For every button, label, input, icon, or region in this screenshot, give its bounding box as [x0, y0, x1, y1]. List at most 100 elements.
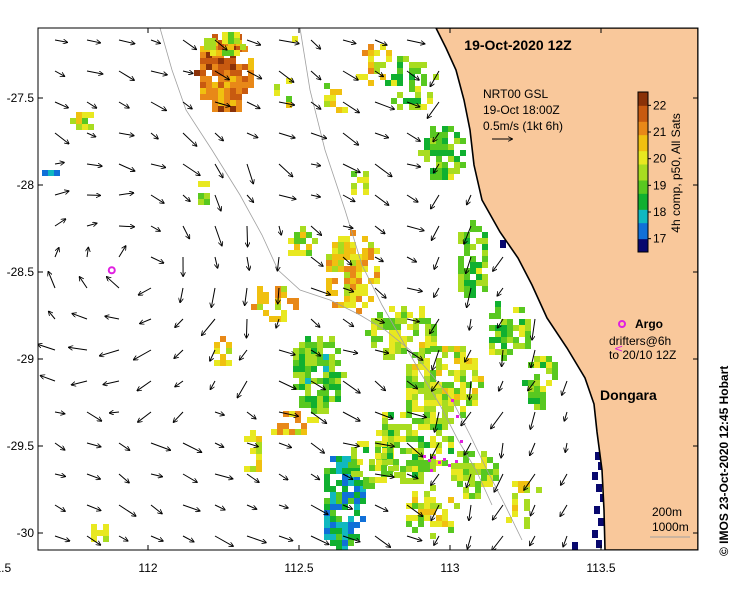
- sst-pixel: [463, 469, 469, 475]
- sst-pixel: [412, 478, 418, 484]
- sst-pixel: [424, 388, 430, 394]
- sst-pixel: [356, 260, 362, 266]
- sst-pixel: [226, 360, 232, 366]
- sst-pixel: [206, 58, 212, 64]
- sst-pixel: [425, 348, 431, 354]
- colorbar-segment: [638, 148, 648, 152]
- sst-pixel: [436, 394, 442, 400]
- sst-pixel: [412, 400, 418, 406]
- colorbar-segment: [638, 105, 648, 109]
- current-vector: [246, 70, 261, 79]
- sst-pixel: [466, 364, 472, 370]
- sst-pixel: [236, 70, 242, 76]
- sst-pixel: [351, 453, 357, 459]
- current-vector: [54, 40, 67, 42]
- current-vector: [406, 225, 424, 231]
- sst-pixel: [493, 469, 499, 475]
- sst-pixel: [224, 70, 230, 76]
- sst-pixel: [534, 374, 540, 380]
- sst-pixel: [368, 296, 374, 302]
- sst-pixel: [342, 522, 348, 528]
- current-vector: [406, 535, 422, 541]
- sst-pixel: [381, 477, 387, 483]
- sst-pixel: [482, 232, 488, 238]
- sst-pixel: [299, 360, 305, 366]
- sst-pixel: [418, 424, 424, 430]
- contour-200m: [299, 28, 493, 506]
- sst-pixel: [482, 280, 488, 286]
- current-vector: [278, 101, 294, 105]
- current-vector: [277, 256, 279, 271]
- current-vector: [278, 163, 292, 176]
- sst-pixel: [412, 527, 418, 533]
- sst-pixel: [507, 325, 513, 331]
- sst-pixel: [476, 274, 482, 280]
- sst-pixel: [311, 396, 317, 402]
- current-vector: [54, 504, 65, 511]
- current-vector: [182, 163, 200, 175]
- sst-pixel: [200, 64, 206, 70]
- sst-pixel: [412, 394, 418, 400]
- colorbar-segment: [638, 177, 648, 181]
- sst-pixel: [375, 477, 381, 483]
- sst-pixel: [424, 406, 430, 412]
- sst-pixel: [412, 388, 418, 394]
- sst-pixel: [524, 481, 530, 487]
- sst-pixel: [476, 268, 482, 274]
- sst-pixel: [481, 475, 487, 481]
- sst-pixel: [460, 346, 466, 352]
- sst-pixel: [275, 316, 281, 322]
- sst-pixel: [323, 360, 329, 366]
- current-vector: [118, 226, 134, 227]
- sst-pixel: [380, 62, 386, 68]
- sst-pixel: [230, 58, 236, 64]
- sst-pixel: [299, 396, 305, 402]
- sst-pixel: [401, 348, 407, 354]
- sst-pixel: [218, 76, 224, 82]
- current-vector: [246, 411, 256, 419]
- current-vector: [342, 194, 355, 201]
- current-vector: [342, 504, 352, 509]
- current-vector: [246, 132, 257, 138]
- sst-pixel: [525, 319, 531, 325]
- sst-pixel: [362, 50, 368, 56]
- sst-pixel: [397, 56, 403, 62]
- sst-pixel: [275, 286, 281, 292]
- sst-pixel: [299, 372, 305, 378]
- sst-pixel: [482, 262, 488, 268]
- sst-pixel: [495, 307, 501, 313]
- sst-pixel: [475, 493, 481, 499]
- sst-pixel: [351, 171, 357, 177]
- sst-pixel: [430, 442, 436, 448]
- sst-pixel: [335, 396, 341, 402]
- sst-pixel: [224, 58, 230, 64]
- current-vector: [174, 411, 184, 422]
- sst-pixel: [476, 238, 482, 244]
- sst-pixel: [430, 424, 436, 430]
- colorbar-segment: [638, 228, 648, 232]
- sst-pixel: [464, 274, 470, 280]
- sst-pixel: [436, 162, 442, 168]
- sst-pixel: [419, 312, 425, 318]
- current-vector: [54, 474, 65, 476]
- sst-pixel: [463, 457, 469, 463]
- sst-pixel: [470, 292, 476, 298]
- sst-pixel: [460, 406, 466, 412]
- sst-pixel: [406, 388, 412, 394]
- sst-pixel: [475, 463, 481, 469]
- current-vector: [406, 442, 423, 457]
- sst-pixel: [324, 486, 330, 492]
- sst-pixel: [487, 475, 493, 481]
- sst-pixel: [464, 244, 470, 250]
- current-vector: [278, 380, 296, 389]
- sst-pixel: [448, 382, 454, 388]
- sst-pixel: [412, 418, 418, 424]
- current-vector: [276, 318, 279, 328]
- sst-pixel: [409, 86, 415, 92]
- sst-pixel: [330, 528, 336, 534]
- lon-tick-label: 111.5: [0, 561, 11, 575]
- sst-pixel: [436, 448, 442, 454]
- current-vector: [54, 132, 69, 144]
- current-vector: [246, 318, 247, 338]
- current-vector: [54, 219, 65, 227]
